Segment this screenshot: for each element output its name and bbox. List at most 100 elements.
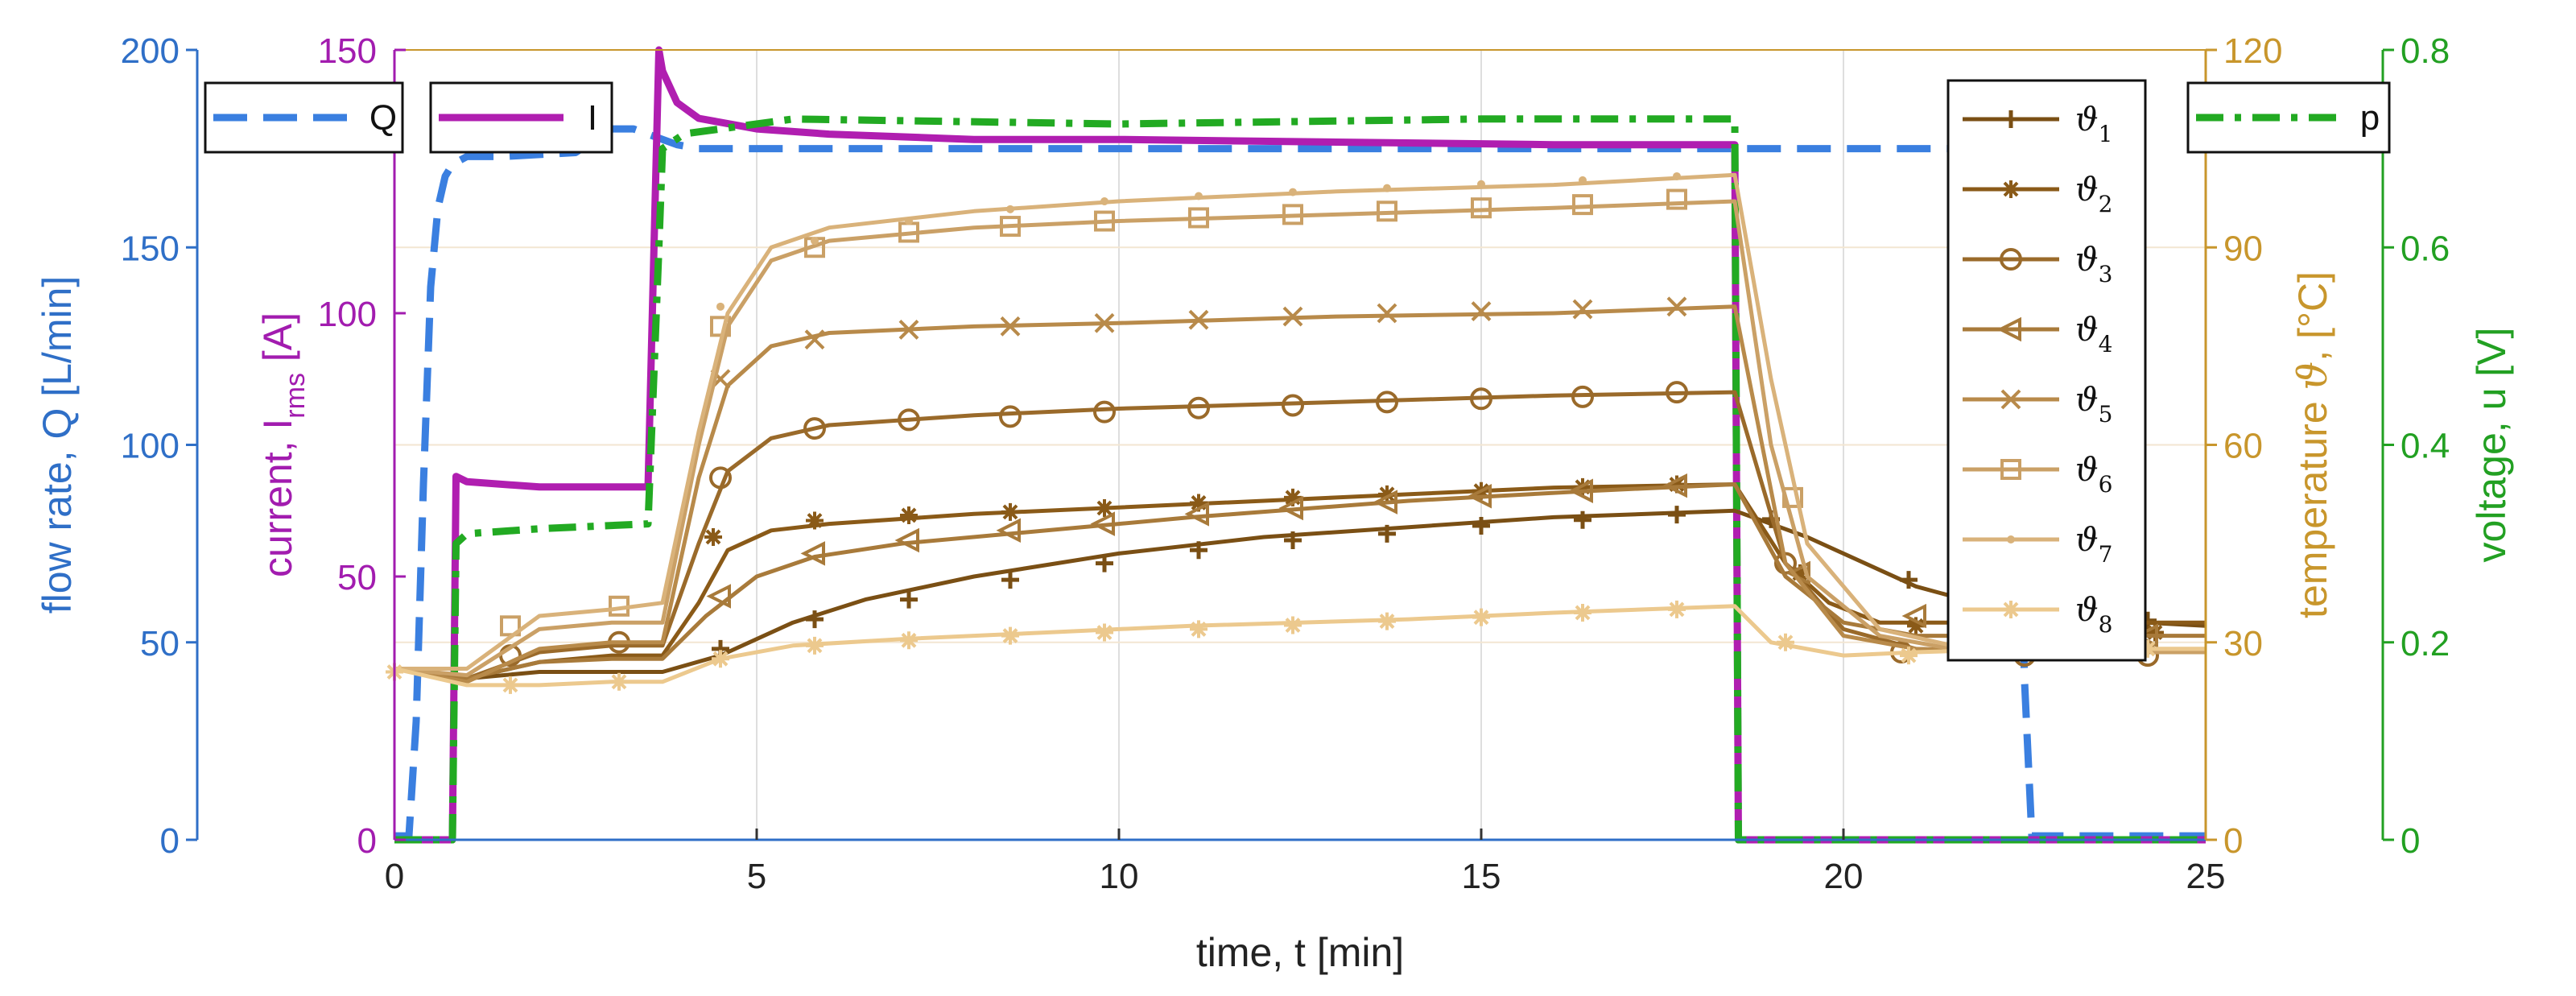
marker-11 (1284, 616, 1302, 634)
marker-5 (1284, 488, 1302, 506)
axis-tick-label-T: 60 (2223, 427, 2263, 466)
axis-tick-label-I: 0 (357, 821, 377, 861)
legend-theta-symbol: ϑ (2075, 242, 2099, 279)
legend-theta-marker (2002, 180, 2020, 198)
legend-theta-symbol: ϑ (2075, 101, 2099, 138)
axis-tick-label-T: 120 (2223, 31, 2282, 71)
axis-tick-label-Q: 50 (140, 624, 180, 663)
i-axis-label-part: [A] (255, 312, 300, 373)
legend-theta-subscript: 4 (2099, 331, 2113, 357)
legend-theta-symbol: ϑ (2075, 172, 2099, 209)
legend-theta-marker (2002, 110, 2020, 128)
marker-6 (1093, 400, 1116, 424)
marker-4 (900, 590, 918, 609)
marker-5 (900, 506, 918, 524)
marker-5 (806, 511, 824, 530)
series-line-7 (394, 482, 2206, 681)
marker-6 (709, 466, 732, 490)
marker-9 (1377, 200, 1397, 222)
axis-tick-label-U: 0.4 (2401, 427, 2450, 466)
marker-11 (610, 672, 628, 691)
t-axis-label-part: , [°C] (2290, 271, 2335, 362)
series-line-9 (394, 199, 2206, 678)
marker-4 (1574, 510, 1591, 529)
series-line-10 (394, 172, 2206, 671)
series-line-3 (394, 115, 2206, 844)
i-axis-label-part: current, I (255, 419, 300, 577)
marker-11 (1668, 600, 1686, 618)
series-layer (386, 46, 2207, 844)
x-axis-label: time, t [min] (1196, 930, 1404, 975)
marker-11 (1472, 608, 1490, 626)
marker-4 (1668, 506, 1686, 524)
marker-9 (1094, 210, 1115, 232)
legend-theta-symbol: ϑ (2075, 382, 2099, 419)
marker-11 (502, 676, 519, 694)
legend-theta-subscript: 8 (2099, 611, 2113, 638)
marker-7 (1568, 478, 1593, 503)
marker-7 (894, 527, 919, 553)
marker-11 (900, 631, 918, 650)
marker-5 (1791, 564, 1809, 582)
legend-theta-marker (2000, 389, 2021, 410)
marker-5 (704, 527, 722, 546)
marker-10 (905, 217, 913, 225)
legend-theta-marker (2007, 535, 2015, 543)
marker-10 (1100, 197, 1108, 206)
x-tick-label: 0 (385, 857, 404, 896)
marker-7 (1662, 473, 1687, 498)
legend-theta-marker (2000, 459, 2021, 480)
q-axis-label-part: flow rate, Q [L/min] (35, 276, 80, 614)
marker-11 (2139, 639, 2157, 658)
marker-11 (1574, 603, 1591, 622)
marker-9 (1282, 204, 1303, 225)
legend-p-label: p (2360, 98, 2380, 138)
axis-tick-label-U: 0.8 (2401, 31, 2450, 71)
marker-10 (1195, 192, 1203, 200)
series-line-2 (394, 46, 2206, 844)
marker-7 (800, 541, 825, 566)
t-axis-label-part: temperature (2290, 390, 2335, 618)
legend-theta-subscript: 2 (2099, 191, 2113, 217)
i-axis-label: current, Irms [A] (255, 312, 311, 577)
marker-7 (1467, 484, 1492, 509)
marker-6 (1470, 387, 1492, 411)
marker-8 (1471, 301, 1492, 321)
axis-tick-label-I: 50 (337, 558, 377, 597)
legend-theta-marker (2002, 601, 2020, 618)
marker-11 (712, 650, 729, 668)
legend-theta-box (1946, 79, 2147, 662)
marker-7 (1090, 511, 1115, 536)
marker-9 (1666, 188, 1687, 210)
i-axis-label-part: rms (280, 373, 311, 419)
legend-theta-subscript: 6 (2099, 471, 2113, 498)
series-line-6 (394, 390, 2206, 681)
marker-7 (1184, 502, 1209, 527)
marker-10 (1289, 188, 1297, 196)
marker-11 (1190, 620, 1208, 639)
legend-i-label: I (588, 98, 597, 138)
marker-4 (1096, 554, 1113, 572)
x-tick-label: 25 (2186, 857, 2226, 896)
legend-theta-marker (2000, 248, 2022, 271)
marker-11 (806, 636, 824, 655)
marker-7 (706, 584, 731, 609)
marker-11 (1001, 626, 1019, 645)
axis-tick-label-Q: 150 (121, 229, 180, 268)
marker-4 (1900, 571, 1918, 589)
q-axis-label: flow rate, Q [L/min] (35, 276, 80, 614)
legend-q-label: Q (369, 98, 397, 138)
marker-5 (1190, 494, 1208, 512)
marker-8 (1094, 312, 1115, 333)
marker-6 (999, 405, 1022, 428)
marker-6 (898, 408, 920, 432)
legend-theta-symbol: ϑ (2075, 592, 2099, 629)
series-line-8 (394, 304, 2206, 684)
legend-theta-subscript: 5 (2099, 401, 2113, 428)
marker-10 (811, 237, 819, 246)
marker-7 (1278, 495, 1303, 521)
marker-10 (1383, 184, 1391, 192)
marker-8 (1188, 309, 1209, 330)
legend-theta-symbol: ϑ (2075, 312, 2099, 349)
